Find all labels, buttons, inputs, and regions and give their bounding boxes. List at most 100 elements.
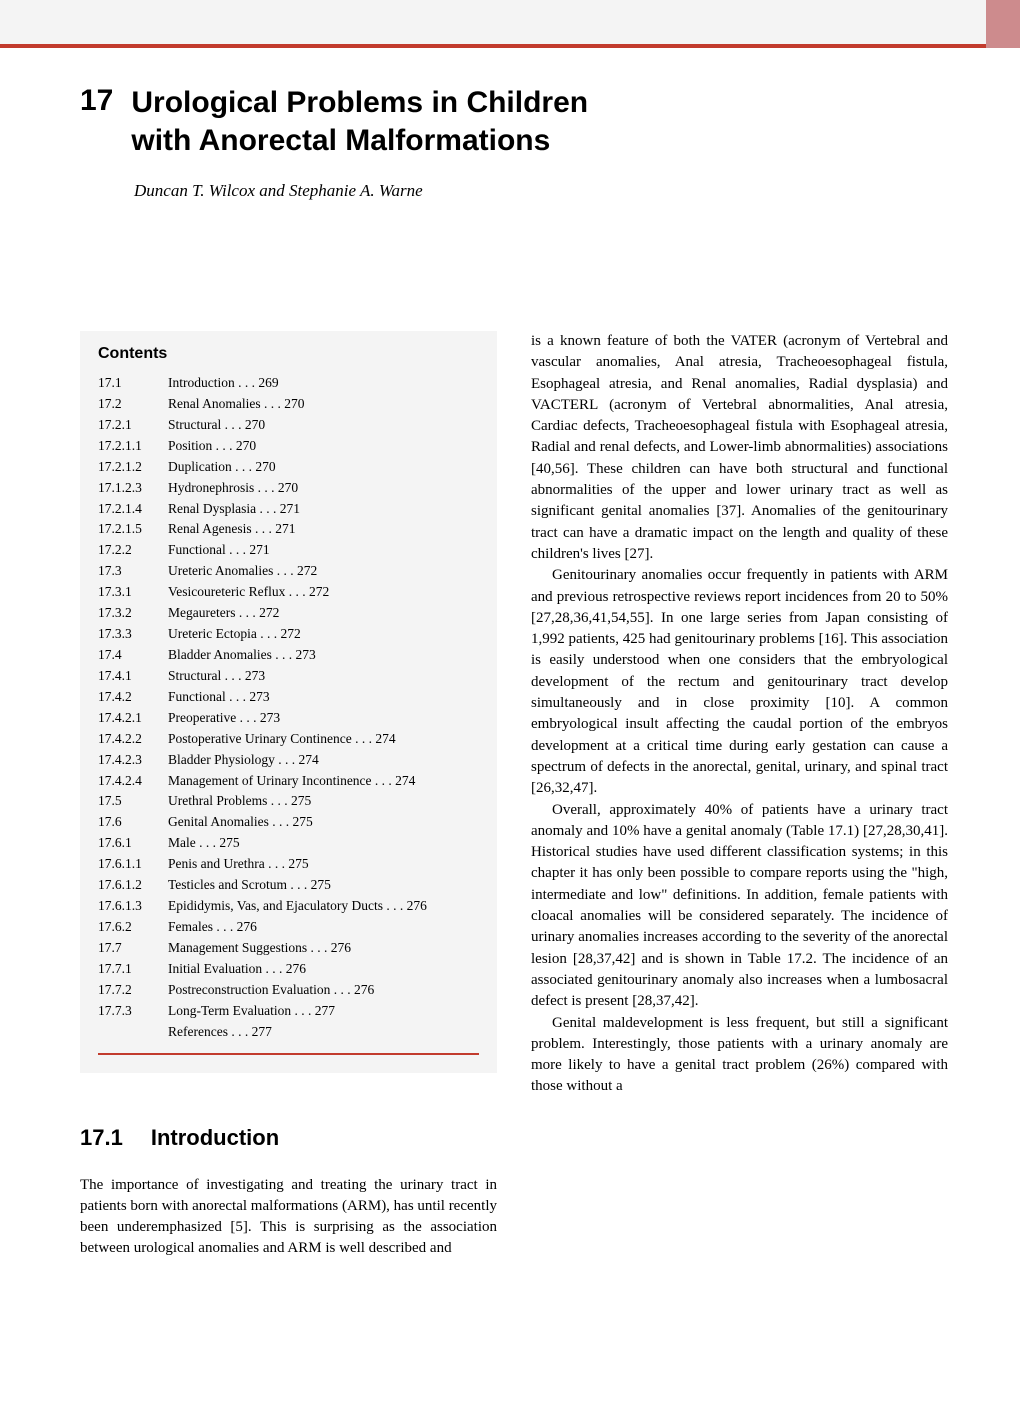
toc-entry: Genital Anomalies . . . 275 bbox=[168, 812, 479, 833]
toc-row: 17.4.1Structural . . . 273 bbox=[98, 666, 479, 687]
toc-row: 17.6.1.3Epididymis, Vas, and Ejaculatory… bbox=[98, 896, 479, 917]
toc-entry: Introduction . . . 269 bbox=[168, 373, 479, 394]
toc-entry: Functional . . . 271 bbox=[168, 540, 479, 561]
toc-number: 17.7.1 bbox=[98, 959, 168, 980]
toc-row: 17.1Introduction . . . 269 bbox=[98, 373, 479, 394]
toc-entry: Females . . . 276 bbox=[168, 917, 479, 938]
toc-entry: Ureteric Anomalies . . . 272 bbox=[168, 561, 479, 582]
toc-entry: Bladder Anomalies . . . 273 bbox=[168, 645, 479, 666]
toc-entry: Megaureters . . . 272 bbox=[168, 603, 479, 624]
toc-entry: Position . . . 270 bbox=[168, 436, 479, 457]
toc-number: 17.4.2 bbox=[98, 687, 168, 708]
contents-box: Contents 17.1Introduction . . . 26917.2R… bbox=[80, 331, 497, 1073]
toc-row: 17.3.3Ureteric Ectopia . . . 272 bbox=[98, 624, 479, 645]
toc-number: 17.4 bbox=[98, 645, 168, 666]
toc-row: 17.2.1.5Renal Agenesis . . . 271 bbox=[98, 519, 479, 540]
toc-entry: Duplication . . . 270 bbox=[168, 457, 479, 478]
toc-entry: Urethral Problems . . . 275 bbox=[168, 791, 479, 812]
toc-entry: Renal Agenesis . . . 271 bbox=[168, 519, 479, 540]
chapter-title-line1: Urological Problems in Children bbox=[131, 86, 588, 119]
page-corner-tab bbox=[986, 0, 1020, 48]
toc-entry: Male . . . 275 bbox=[168, 833, 479, 854]
toc-number: 17.1.2.3 bbox=[98, 478, 168, 499]
toc-number: 17.4.2.1 bbox=[98, 708, 168, 729]
toc-entry: Epididymis, Vas, and Ejaculatory Ducts .… bbox=[168, 896, 479, 917]
toc-entry: Postreconstruction Evaluation . . . 276 bbox=[168, 980, 479, 1001]
toc-number: 17.3.3 bbox=[98, 624, 168, 645]
toc-row: 17.4.2Functional . . . 273 bbox=[98, 687, 479, 708]
body-paragraph: Genitourinary anomalies occur frequently… bbox=[531, 565, 948, 799]
toc-entry: Initial Evaluation . . . 276 bbox=[168, 959, 479, 980]
toc-row: 17.4.2.4Management of Urinary Incontinen… bbox=[98, 771, 479, 792]
toc-row: 17.6.1Male . . . 275 bbox=[98, 833, 479, 854]
toc-row: 17.7.3Long-Term Evaluation . . . 277 bbox=[98, 1001, 479, 1022]
toc-entry: Bladder Physiology . . . 274 bbox=[168, 750, 479, 771]
chapter-number: 17 bbox=[80, 84, 113, 159]
toc-number: 17.7.3 bbox=[98, 1001, 168, 1022]
toc-entry: Long-Term Evaluation . . . 277 bbox=[168, 1001, 479, 1022]
toc-number: 17.2.1.5 bbox=[98, 519, 168, 540]
toc-number: 17.2.1.1 bbox=[98, 436, 168, 457]
toc-number: 17.2.1.2 bbox=[98, 457, 168, 478]
toc-row: 17.3.2Megaureters . . . 272 bbox=[98, 603, 479, 624]
toc-number: 17.6.1.1 bbox=[98, 854, 168, 875]
toc-entry: Hydronephrosis . . . 270 bbox=[168, 478, 479, 499]
toc-number: 17.6 bbox=[98, 812, 168, 833]
toc-row: 17.2Renal Anomalies . . . 270 bbox=[98, 394, 479, 415]
body-paragraph: Genital maldevelopment is less frequent,… bbox=[531, 1013, 948, 1098]
toc-entry: Testicles and Scrotum . . . 275 bbox=[168, 875, 479, 896]
toc-entry: Structural . . . 273 bbox=[168, 666, 479, 687]
toc-number: 17.3.2 bbox=[98, 603, 168, 624]
toc-number: 17.6.2 bbox=[98, 917, 168, 938]
toc-entry: References . . . 277 bbox=[168, 1022, 479, 1043]
toc-number: 17.2 bbox=[98, 394, 168, 415]
toc-number: 17.6.1 bbox=[98, 833, 168, 854]
toc-number: 17.4.2.3 bbox=[98, 750, 168, 771]
body-paragraph: Overall, approximately 40% of patients h… bbox=[531, 800, 948, 1013]
toc-row: 17.6Genital Anomalies . . . 275 bbox=[98, 812, 479, 833]
toc-entry: Penis and Urethra . . . 275 bbox=[168, 854, 479, 875]
toc-number: 17.2.2 bbox=[98, 540, 168, 561]
toc-entry: Functional . . . 273 bbox=[168, 687, 479, 708]
toc-row: 17.6.1.2Testicles and Scrotum . . . 275 bbox=[98, 875, 479, 896]
toc-row: 17.4Bladder Anomalies . . . 273 bbox=[98, 645, 479, 666]
toc-row: 17.2.1Structural . . . 270 bbox=[98, 415, 479, 436]
toc-number: 17.7.2 bbox=[98, 980, 168, 1001]
toc-entry: Management Suggestions . . . 276 bbox=[168, 938, 479, 959]
section-heading: 17.1 Introduction bbox=[80, 1125, 497, 1151]
left-column: Contents 17.1Introduction . . . 26917.2R… bbox=[80, 331, 497, 1260]
toc-row: 17.4.2.1Preoperative . . . 273 bbox=[98, 708, 479, 729]
toc-row: 17.6.2Females . . . 276 bbox=[98, 917, 479, 938]
toc-number: 17.4.1 bbox=[98, 666, 168, 687]
toc-entry: Management of Urinary Incontinence . . .… bbox=[168, 771, 479, 792]
toc-row: 17.1.2.3Hydronephrosis . . . 270 bbox=[98, 478, 479, 499]
page-content: 17 Urological Problems in Children with … bbox=[0, 84, 1020, 1260]
toc-entry: Ureteric Ectopia . . . 272 bbox=[168, 624, 479, 645]
toc-row: 17.2.1.2Duplication . . . 270 bbox=[98, 457, 479, 478]
toc-list: 17.1Introduction . . . 26917.2Renal Anom… bbox=[98, 373, 479, 1043]
toc-row: 17.7.2Postreconstruction Evaluation . . … bbox=[98, 980, 479, 1001]
toc-number: 17.2.1.4 bbox=[98, 499, 168, 520]
toc-number bbox=[98, 1022, 168, 1043]
toc-entry: Renal Dysplasia . . . 271 bbox=[168, 499, 479, 520]
toc-row: 17.3.1Vesicoureteric Reflux . . . 272 bbox=[98, 582, 479, 603]
toc-row: 17.7Management Suggestions . . . 276 bbox=[98, 938, 479, 959]
toc-row: 17.6.1.1Penis and Urethra . . . 275 bbox=[98, 854, 479, 875]
toc-number: 17.6.1.3 bbox=[98, 896, 168, 917]
toc-row: 17.5Urethral Problems . . . 275 bbox=[98, 791, 479, 812]
section-number: 17.1 bbox=[80, 1125, 123, 1151]
toc-row: References . . . 277 bbox=[98, 1022, 479, 1043]
toc-number: 17.5 bbox=[98, 791, 168, 812]
toc-number: 17.3 bbox=[98, 561, 168, 582]
toc-number: 17.3.1 bbox=[98, 582, 168, 603]
chapter-title: Urological Problems in Children with Ano… bbox=[131, 84, 588, 159]
section-title: Introduction bbox=[151, 1125, 279, 1151]
toc-row: 17.7.1Initial Evaluation . . . 276 bbox=[98, 959, 479, 980]
chapter-authors: Duncan T. Wilcox and Stephanie A. Warne bbox=[134, 181, 948, 201]
toc-row: 17.2.1.1Position . . . 270 bbox=[98, 436, 479, 457]
chapter-heading: 17 Urological Problems in Children with … bbox=[80, 84, 948, 159]
toc-entry: Postoperative Urinary Continence . . . 2… bbox=[168, 729, 479, 750]
toc-row: 17.2.2Functional . . . 271 bbox=[98, 540, 479, 561]
toc-number: 17.7 bbox=[98, 938, 168, 959]
toc-number: 17.2.1 bbox=[98, 415, 168, 436]
